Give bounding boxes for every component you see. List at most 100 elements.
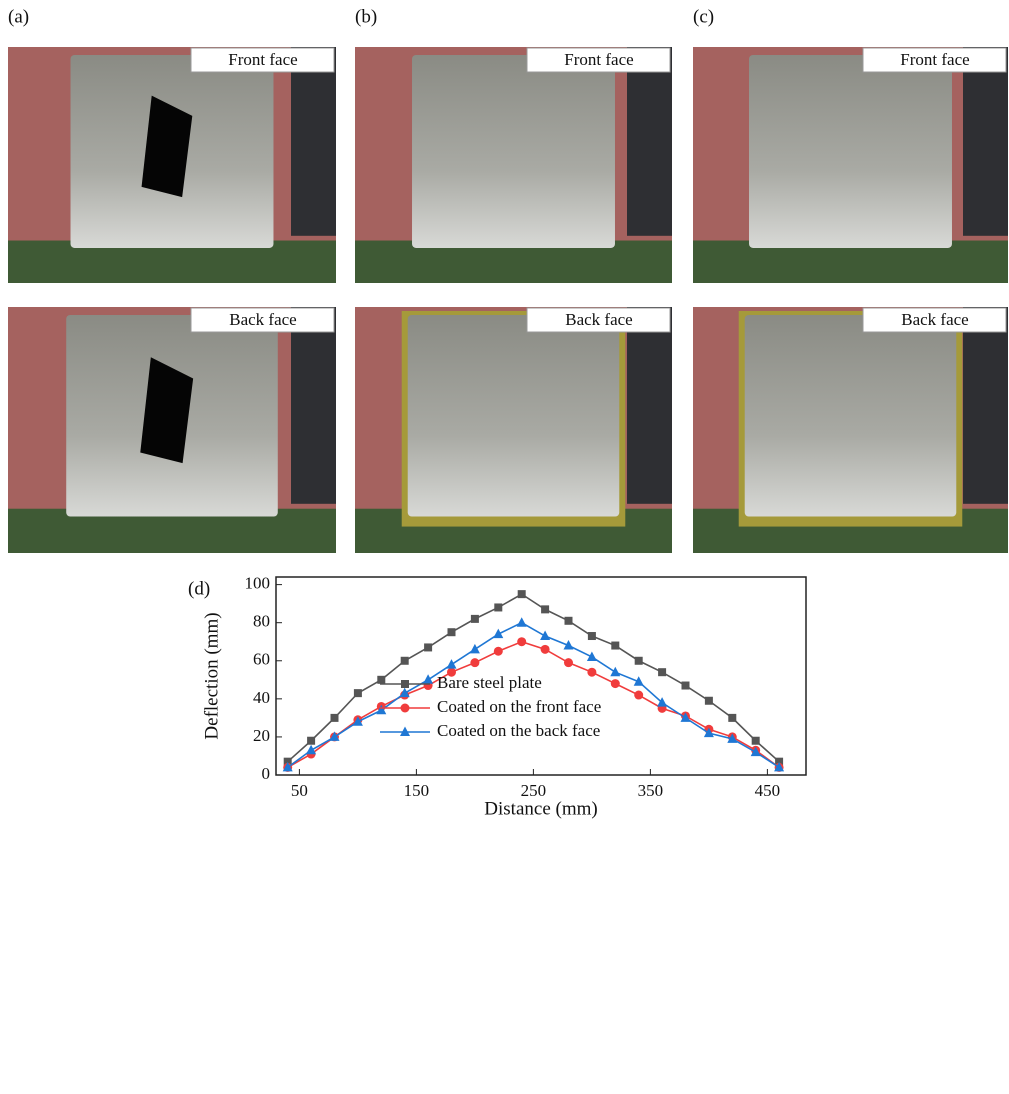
- marker: [680, 712, 691, 722]
- marker: [610, 679, 620, 689]
- marker: [681, 681, 690, 690]
- steel-plate: [749, 55, 952, 248]
- marker: [564, 616, 573, 625]
- marker: [517, 637, 527, 647]
- wall-dark: [627, 307, 672, 504]
- wall-dark: [627, 47, 672, 236]
- marker: [493, 628, 504, 639]
- steel-plate: [744, 315, 957, 517]
- marker: [658, 668, 667, 677]
- rupture: [141, 95, 193, 198]
- marker: [424, 643, 433, 652]
- marker: [633, 676, 644, 686]
- wall-dark: [963, 307, 1008, 504]
- marker: [587, 632, 596, 641]
- y-tick-label: 60: [253, 650, 270, 669]
- face-label-box: [526, 307, 671, 333]
- marker: [587, 667, 597, 677]
- marker: [750, 746, 761, 757]
- face-label: Front face: [564, 50, 633, 69]
- marker: [469, 643, 480, 654]
- face-label: Back face: [229, 310, 296, 329]
- legend-marker: [400, 703, 410, 713]
- marker: [703, 727, 714, 738]
- legend-marker: [400, 726, 410, 736]
- face-label-box: [190, 307, 335, 333]
- x-tick-label: 50: [291, 781, 308, 800]
- marker: [611, 641, 620, 650]
- x-axis-label: Distance (mm): [484, 798, 597, 819]
- marker: [774, 761, 785, 772]
- marker: [399, 687, 410, 698]
- marker: [283, 757, 292, 766]
- marker: [610, 666, 621, 677]
- marker: [447, 628, 456, 637]
- plot-frame: [275, 576, 807, 776]
- marker: [376, 704, 387, 715]
- x-tick-label: 250: [521, 781, 547, 800]
- y-tick-label: 20: [253, 726, 270, 745]
- marker: [563, 658, 573, 668]
- marker: [634, 656, 643, 665]
- panel-label: (d): [188, 578, 210, 599]
- marker: [353, 689, 362, 698]
- marker: [306, 744, 317, 755]
- x-tick-label: 150: [404, 781, 430, 800]
- marker: [470, 658, 480, 668]
- x-tick-label: 350: [638, 781, 664, 800]
- marker: [657, 697, 668, 707]
- marker: [540, 630, 551, 641]
- series-line: [287, 640, 780, 769]
- face-label-box: [190, 47, 335, 73]
- face-label-box: [526, 47, 671, 73]
- series-line: [287, 621, 780, 769]
- series-line: [287, 593, 780, 763]
- wall-dark: [291, 307, 336, 504]
- y-tick-label: 100: [245, 574, 271, 593]
- marker: [423, 674, 434, 684]
- marker: [541, 605, 550, 614]
- marker: [330, 713, 339, 722]
- panel-label: (c): [693, 6, 714, 27]
- marker: [727, 733, 738, 743]
- marker: [329, 731, 340, 741]
- face-label: Back face: [901, 310, 968, 329]
- y-tick-label: 0: [262, 764, 271, 783]
- face-label: Back face: [565, 310, 632, 329]
- y-tick-label: 40: [253, 688, 270, 707]
- legend-label: Bare steel plate: [437, 673, 542, 692]
- legend-label: Coated on the front face: [437, 697, 601, 716]
- wall-dark: [963, 47, 1008, 236]
- panel-label: (b): [355, 6, 377, 27]
- marker: [517, 590, 526, 599]
- marker: [446, 659, 457, 669]
- marker: [494, 603, 503, 612]
- marker: [282, 761, 293, 772]
- marker: [493, 646, 503, 656]
- legend-marker: [401, 680, 409, 688]
- marker: [586, 651, 597, 661]
- marker: [377, 675, 386, 684]
- rupture: [140, 357, 194, 464]
- steel-plate: [412, 55, 615, 248]
- y-tick-label: 80: [253, 612, 270, 631]
- face-label-box: [862, 307, 1007, 333]
- face-label: Front face: [900, 50, 969, 69]
- marker: [775, 757, 784, 766]
- marker: [563, 640, 574, 650]
- panel-label: (a): [8, 6, 29, 27]
- x-tick-label: 450: [755, 781, 781, 800]
- face-label: Front face: [228, 50, 297, 69]
- steel-plate: [407, 315, 620, 517]
- marker: [352, 716, 363, 726]
- marker: [470, 614, 479, 623]
- marker: [307, 736, 316, 745]
- marker: [728, 713, 737, 722]
- marker: [400, 656, 409, 665]
- y-axis-label: Deflection (mm): [201, 612, 222, 739]
- wall-dark: [291, 47, 336, 236]
- legend-label: Coated on the back face: [437, 721, 600, 740]
- face-label-box: [862, 47, 1007, 73]
- marker: [540, 644, 550, 654]
